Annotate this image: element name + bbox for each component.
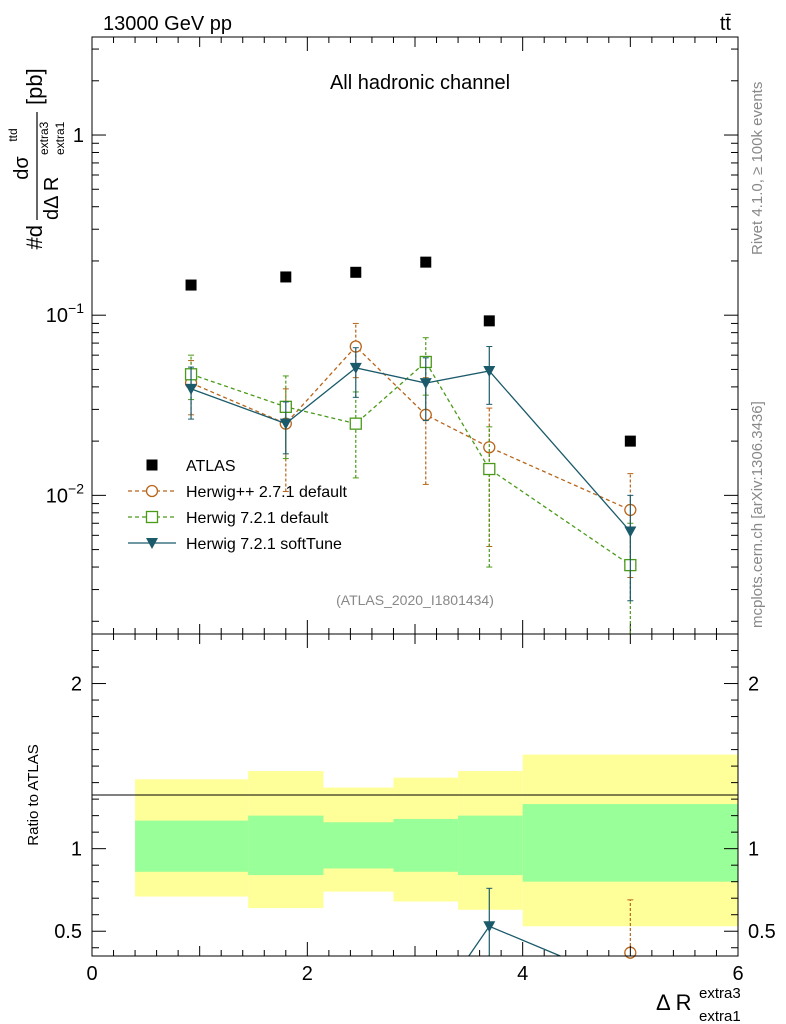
x-label-main: Δ R [656,990,691,1015]
data-point [483,315,495,327]
rivet-version-label: Rivet 4.1.0, ≥ 100k events [749,82,766,255]
main-ticks [91,37,739,634]
process-label: tt̄ [720,13,732,35]
y-label-numerator: dσ [11,156,33,180]
data-point [349,417,362,430]
chart-title: All hadronic channel [330,72,510,94]
mcplots-label: mcplots.cern.ch [arXiv:1306.3436] [749,401,766,628]
green-band [248,815,324,876]
green-band [522,804,738,882]
x-tick-label: 6 [732,963,743,985]
ratio-y-tick-label-left: 0.5 [54,921,82,943]
data-point [350,266,362,278]
legend-entry-2: Herwig 7.2.1 default [128,510,329,527]
legend-label: Herwig++ 2.7.1 default [186,484,348,501]
data-point [185,279,197,291]
y-tick-label: 10−1 [46,300,84,327]
x-tick-label: 4 [517,963,528,985]
green-band [458,815,523,876]
legend-marker [146,459,158,471]
x-label-sup: extra3 [699,985,741,1002]
softtune-ratio-point [483,921,496,933]
ratio-tick-labels: 0.5 0.5 1 1 2 2 0 2 4 6 [54,674,776,985]
legend-label: Herwig 7.2.1 default [186,510,329,527]
series-line [190,345,631,511]
series-line [190,367,631,532]
y-label-unit: [pb] [22,68,47,105]
legend-marker [145,510,159,524]
series-line [190,360,631,566]
ratio-y-tick-label-left: 1 [71,839,82,861]
series-0 [185,256,636,447]
analysis-watermark: (ATLAS_2020_I1801434) [336,592,494,608]
y-label-denominator: dΔ R [41,177,63,220]
ratio-panel: 0.5 0.5 1 1 2 2 0 2 4 6 [54,633,776,985]
legend-marker [145,484,159,498]
x-label-sub: extra1 [699,1008,741,1024]
legend-label: ATLAS [186,458,236,475]
ratio-y-axis-label: Ratio to ATLAS [25,744,42,845]
energy-label: 13000 GeV pp [103,13,232,35]
ratio-bands [135,754,738,927]
series-3 [185,346,637,602]
y-tick-label: 10−2 [46,480,84,507]
main-y-axis-label: #d dσ ttd dΔ R extra1 extra3 [pb] [6,68,67,249]
data-point [624,435,636,447]
legend-entry-1: Herwig++ 2.7.1 default [128,484,348,501]
data-point [483,462,496,476]
legend-entry-0: ATLAS [146,458,236,475]
green-band [393,818,459,872]
data-point [420,256,432,268]
x-tick-label: 0 [86,963,97,985]
y-label-prefix: #d [22,225,47,249]
x-tick-label: 2 [302,963,313,985]
x-axis-label: Δ R extra1 extra3 [656,985,741,1024]
ratio-y-tick-label-right: 1 [748,839,759,861]
data-point [483,366,496,378]
legend-entry-3: Herwig 7.2.1 softTune [128,536,342,553]
green-band [135,820,249,872]
data-point [349,362,362,374]
ratio-y-tick-label-right: 2 [748,674,759,696]
data-point [185,383,198,395]
ratio-y-tick-label-left: 2 [71,674,82,696]
ratio-y-tick-label-right: 0.5 [748,921,776,943]
data-point [280,271,292,283]
data-point [419,378,432,390]
y-tick-label: 1 [73,125,84,147]
legend-label: Herwig 7.2.1 softTune [186,536,342,553]
softtune-ratio-line [468,925,561,957]
main-y-tick-labels: 10−2 10−1 1 [46,125,84,507]
data-point [279,418,292,430]
data-point [624,526,637,538]
ratio-ticks [91,633,739,956]
legend-marker [146,538,158,549]
y-label-denominator-sup: extra3 [37,121,51,155]
y-label-denominator-sub: extra1 [53,121,67,155]
y-label-numerator-sup: ttd [6,128,20,141]
legend: ATLAS Herwig++ 2.7.1 default Herwig 7.2.1 … [128,458,348,553]
main-panel: 10−2 10−1 1 All hadronic channel (ATLAS_20… [46,36,739,635]
green-band [323,822,394,869]
main-series [184,256,637,634]
